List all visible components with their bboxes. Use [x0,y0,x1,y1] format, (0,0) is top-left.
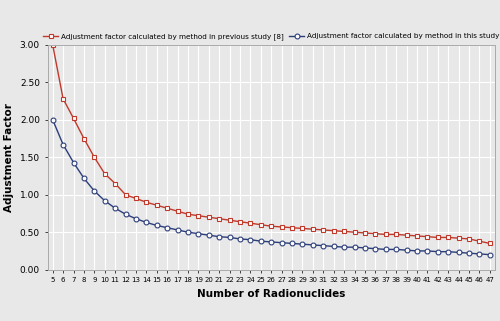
Adjustment factor calculated by method in this study [466,251,472,255]
Adjustment factor calculated by method in previous study [8] [341,230,347,233]
Adjustment factor calculated by method in this study [310,243,316,247]
Adjustment factor calculated by method in this study [154,223,160,227]
Adjustment factor calculated by method in this study [70,160,76,164]
Adjustment factor calculated by method in this study [352,245,358,249]
Adjustment factor calculated by method in previous study [8] [258,223,264,227]
Adjustment factor calculated by method in this study [278,241,284,245]
Adjustment factor calculated by method in previous study [8] [372,232,378,236]
Adjustment factor calculated by method in previous study [8] [393,232,399,236]
Adjustment factor calculated by method in this study [248,238,254,242]
Adjustment factor calculated by method in this study [196,232,202,236]
Adjustment factor calculated by method in this study [102,199,107,203]
Adjustment factor calculated by method in previous study [8] [435,236,441,239]
Adjustment factor calculated by method in this study [50,118,56,122]
Adjustment factor calculated by method in previous study [8] [122,193,128,197]
Line: Adjustment factor calculated by method in this study: Adjustment factor calculated by method i… [50,117,492,257]
Adjustment factor calculated by method in this study [174,228,180,232]
Adjustment factor calculated by method in this study [300,242,306,246]
Adjustment factor calculated by method in previous study [8] [144,200,150,204]
Adjustment factor calculated by method in this study [226,236,232,239]
Adjustment factor calculated by method in previous study [8] [289,226,295,230]
Adjustment factor calculated by method in previous study [8] [196,214,202,218]
Adjustment factor calculated by method in previous study [8] [112,182,118,186]
Adjustment factor calculated by method in previous study [8] [424,235,430,239]
Adjustment factor calculated by method in previous study [8] [164,206,170,210]
Adjustment factor calculated by method in previous study [8] [476,239,482,243]
Adjustment factor calculated by method in previous study [8] [81,137,87,141]
Adjustment factor calculated by method in previous study [8] [50,43,56,47]
Adjustment factor calculated by method in this study [112,206,118,210]
Adjustment factor calculated by method in this study [185,230,191,234]
Adjustment factor calculated by method in this study [445,250,451,254]
Adjustment factor calculated by method in previous study [8] [216,217,222,221]
Adjustment factor calculated by method in this study [330,245,336,248]
Adjustment factor calculated by method in previous study [8] [330,229,336,233]
Adjustment factor calculated by method in previous study [8] [320,228,326,232]
Adjustment factor calculated by method in previous study [8] [445,236,451,239]
Adjustment factor calculated by method in previous study [8] [278,225,284,229]
Adjustment factor calculated by method in previous study [8] [487,241,493,245]
Adjustment factor calculated by method in this study [237,237,243,241]
Adjustment factor calculated by method in previous study [8] [70,117,76,120]
Adjustment factor calculated by method in this study [487,253,493,256]
Adjustment factor calculated by method in previous study [8] [154,203,160,207]
Adjustment factor calculated by method in this study [133,217,139,221]
Adjustment factor calculated by method in previous study [8] [92,155,98,159]
Adjustment factor calculated by method in this study [476,252,482,256]
Adjustment factor calculated by method in previous study [8] [102,172,107,176]
Adjustment factor calculated by method in previous study [8] [206,215,212,219]
Adjustment factor calculated by method in previous study [8] [382,232,388,236]
Adjustment factor calculated by method in this study [320,244,326,247]
Adjustment factor calculated by method in this study [372,247,378,251]
Adjustment factor calculated by method in this study [216,235,222,239]
Adjustment factor calculated by method in this study [258,239,264,243]
Adjustment factor calculated by method in this study [144,221,150,224]
Adjustment factor calculated by method in previous study [8] [268,224,274,228]
Adjustment factor calculated by method in previous study [8] [248,221,254,225]
Adjustment factor calculated by method in this study [341,245,347,249]
Adjustment factor calculated by method in previous study [8] [456,236,462,240]
Adjustment factor calculated by method in previous study [8] [237,220,243,224]
Adjustment factor calculated by method in this study [289,241,295,245]
Adjustment factor calculated by method in previous study [8] [352,230,358,234]
Y-axis label: Adjustment Factor: Adjustment Factor [4,103,14,212]
Adjustment factor calculated by method in previous study [8] [174,209,180,213]
Line: Adjustment factor calculated by method in previous study [8]: Adjustment factor calculated by method i… [50,42,492,246]
Adjustment factor calculated by method in previous study [8] [466,237,472,241]
Adjustment factor calculated by method in this study [92,189,98,193]
Adjustment factor calculated by method in this study [382,247,388,251]
Adjustment factor calculated by method in previous study [8] [310,227,316,231]
Adjustment factor calculated by method in this study [206,233,212,237]
Adjustment factor calculated by method in this study [424,249,430,253]
Adjustment factor calculated by method in this study [456,250,462,254]
Adjustment factor calculated by method in previous study [8] [185,212,191,216]
X-axis label: Number of Radionuclides: Number of Radionuclides [197,289,346,299]
Adjustment factor calculated by method in this study [81,176,87,180]
Adjustment factor calculated by method in this study [164,226,170,230]
Adjustment factor calculated by method in this study [435,250,441,254]
Adjustment factor calculated by method in this study [414,249,420,253]
Adjustment factor calculated by method in previous study [8] [300,227,306,230]
Adjustment factor calculated by method in previous study [8] [362,231,368,235]
Adjustment factor calculated by method in this study [268,240,274,244]
Adjustment factor calculated by method in previous study [8] [133,196,139,200]
Adjustment factor calculated by method in this study [404,248,409,252]
Adjustment factor calculated by method in previous study [8] [414,234,420,238]
Adjustment factor calculated by method in previous study [8] [226,218,232,222]
Adjustment factor calculated by method in this study [60,143,66,146]
Adjustment factor calculated by method in this study [122,212,128,216]
Legend: Adjustment factor calculated by method in previous study [8], Adjustment factor : Adjustment factor calculated by method i… [40,30,500,43]
Adjustment factor calculated by method in previous study [8] [60,97,66,101]
Adjustment factor calculated by method in previous study [8] [404,233,409,237]
Adjustment factor calculated by method in this study [393,247,399,251]
Adjustment factor calculated by method in this study [362,246,368,250]
